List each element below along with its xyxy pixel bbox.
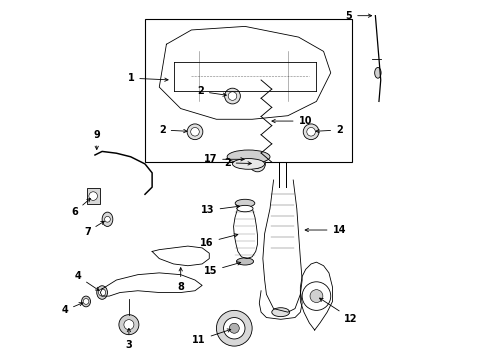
Ellipse shape [237, 205, 253, 212]
Ellipse shape [102, 212, 113, 226]
Circle shape [187, 124, 203, 140]
Circle shape [98, 289, 106, 296]
Circle shape [228, 92, 237, 100]
Text: 2: 2 [197, 86, 226, 96]
Text: 8: 8 [177, 267, 184, 292]
Circle shape [83, 298, 89, 304]
Text: 15: 15 [204, 262, 241, 276]
Ellipse shape [97, 286, 107, 299]
Circle shape [303, 124, 319, 140]
Circle shape [224, 88, 241, 104]
Circle shape [191, 127, 199, 136]
Text: 13: 13 [201, 205, 240, 215]
Bar [87, 188, 99, 204]
Text: 2: 2 [316, 125, 343, 135]
Ellipse shape [272, 308, 290, 317]
Circle shape [104, 216, 110, 222]
Text: 10: 10 [272, 116, 312, 126]
Text: 2: 2 [159, 125, 187, 135]
Circle shape [119, 315, 139, 335]
Text: 9: 9 [94, 130, 100, 149]
Circle shape [223, 318, 245, 339]
Circle shape [253, 159, 262, 168]
Text: 5: 5 [345, 11, 372, 21]
Circle shape [310, 290, 323, 302]
Circle shape [249, 156, 266, 172]
Text: 11: 11 [192, 329, 231, 345]
Ellipse shape [232, 158, 265, 169]
Ellipse shape [81, 296, 91, 307]
Text: 1: 1 [127, 73, 168, 83]
Text: 12: 12 [319, 298, 358, 324]
Circle shape [229, 323, 239, 333]
Text: 2: 2 [224, 158, 251, 168]
Circle shape [124, 320, 134, 330]
Text: 7: 7 [84, 221, 104, 237]
Text: 6: 6 [71, 198, 90, 217]
Bar [145, 19, 352, 162]
Ellipse shape [237, 258, 253, 265]
Text: 4: 4 [74, 271, 99, 291]
Circle shape [307, 127, 316, 136]
Ellipse shape [235, 199, 255, 207]
Circle shape [217, 310, 252, 346]
Ellipse shape [227, 150, 270, 163]
Text: 16: 16 [200, 234, 238, 248]
Ellipse shape [375, 67, 381, 78]
Text: 14: 14 [305, 225, 346, 235]
Text: 3: 3 [125, 328, 132, 350]
Text: 4: 4 [61, 303, 83, 315]
Text: 17: 17 [204, 154, 244, 164]
Circle shape [89, 192, 98, 201]
